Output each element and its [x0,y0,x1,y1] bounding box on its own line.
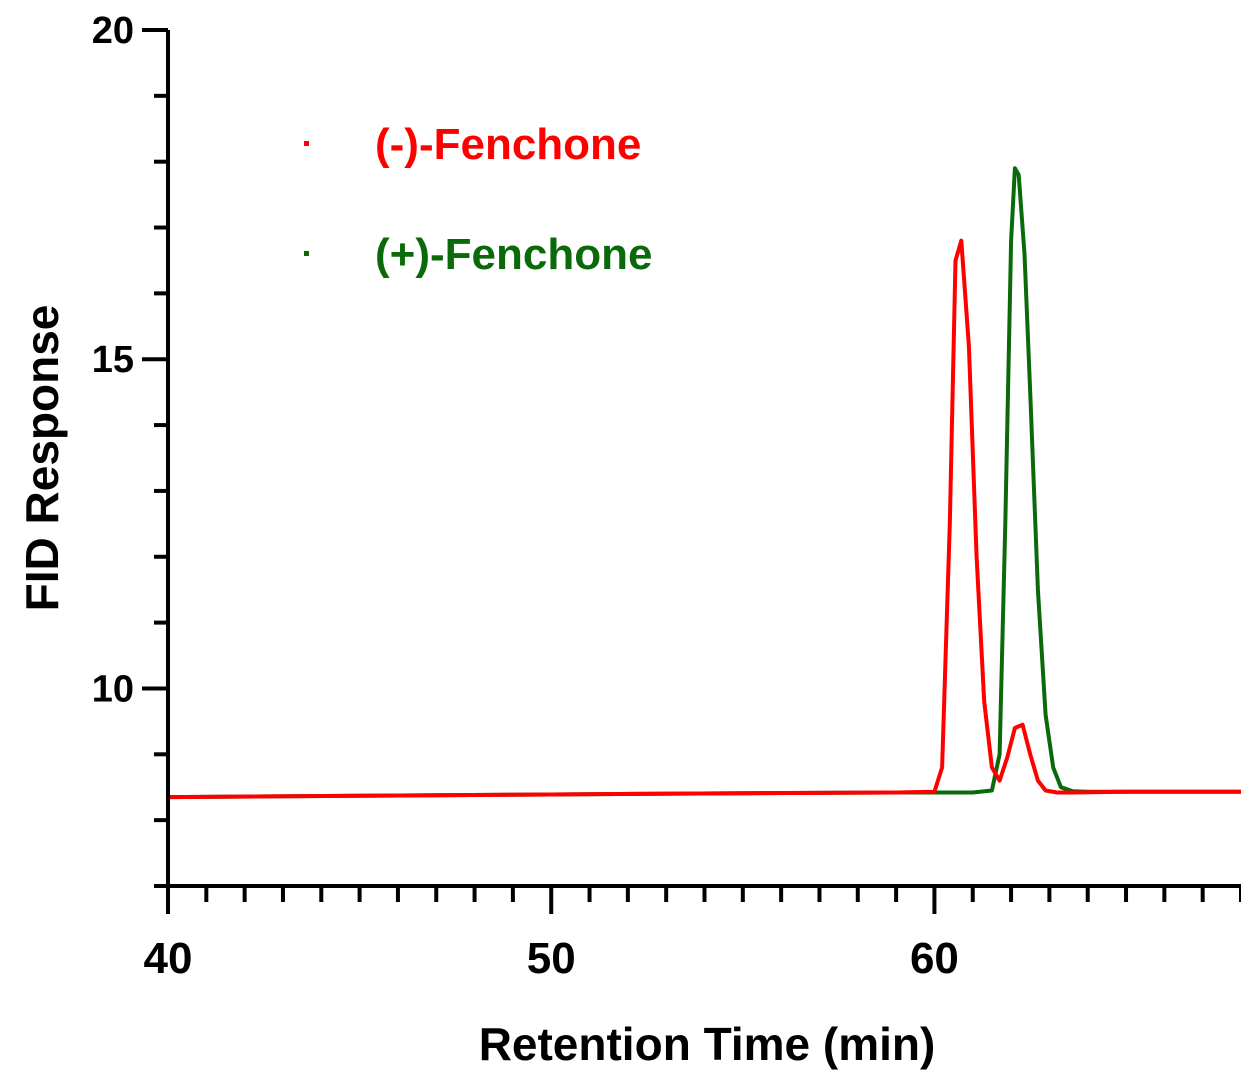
series-layer [166,166,1241,800]
legend: (-)-Fenchone (+)-Fenchone [304,120,652,279]
series-line-1 [166,166,1241,800]
legend-label: (+)-Fenchone [375,230,652,279]
x-tick-label: 50 [527,934,576,983]
legend-swatch [304,251,309,256]
legend-swatch [304,141,309,146]
ticks-layer: 10 15 20 40 50 60 [92,10,1241,983]
y-axis-title: FID Response [16,305,68,612]
y-tick-label: 15 [92,339,134,381]
axes-layer [166,30,1241,888]
y-tick-label: 10 [92,668,134,710]
x-tick-label: 60 [910,934,959,983]
x-axis-title: Retention Time (min) [479,1018,936,1070]
series-line-0 [166,238,1241,800]
y-tick-label: 20 [92,10,134,52]
x-tick-label: 40 [144,934,193,983]
legend-label: (-)-Fenchone [375,120,641,169]
